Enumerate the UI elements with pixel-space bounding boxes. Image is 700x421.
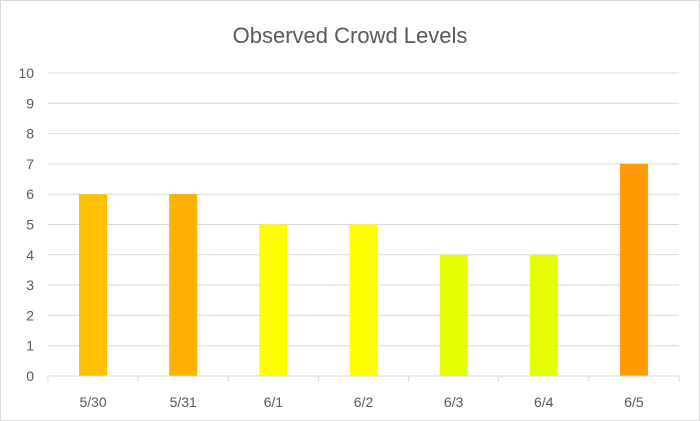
chart-title: Observed Crowd Levels (233, 23, 468, 48)
bars (79, 163, 648, 376)
bar-6-2 (349, 224, 378, 376)
y-tick-label: 8 (26, 126, 34, 142)
y-tick-label: 3 (26, 277, 34, 293)
y-tick-label: 6 (26, 186, 34, 202)
bar-5-30 (79, 194, 108, 376)
x-tick-label: 5/31 (170, 394, 197, 410)
bar-5-31 (169, 194, 198, 376)
x-tick-label: 6/4 (534, 394, 554, 410)
bar-6-4 (529, 254, 558, 376)
x-tick-label: 6/2 (354, 394, 374, 410)
x-tick-label: 6/3 (444, 394, 464, 410)
y-tick-label: 7 (26, 156, 34, 172)
y-tick-label: 4 (26, 247, 34, 263)
y-tick-label: 10 (18, 65, 34, 81)
x-tick-label: 6/1 (264, 394, 284, 410)
axes: 0 1 2 3 4 5 6 7 8 9 10 5/30 5/31 6/1 6/2 6/3 6/4 6/5 (18, 65, 680, 410)
y-tick-label: 5 (26, 217, 34, 233)
x-tick-label: 6/5 (624, 394, 644, 410)
bar-6-1 (259, 224, 288, 376)
y-tick-label: 2 (26, 307, 34, 323)
x-tick-label: 5/30 (79, 394, 106, 410)
y-tick-label: 1 (26, 338, 34, 354)
bar-6-3 (439, 254, 468, 376)
y-tick-label: 0 (26, 368, 34, 384)
bar-6-5 (619, 163, 648, 376)
y-tick-label: 9 (26, 95, 34, 111)
